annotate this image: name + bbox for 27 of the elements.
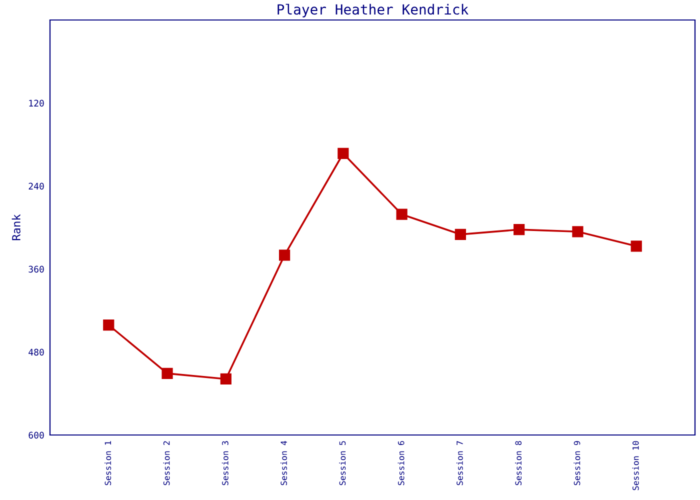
y-axis-title: Rank [12, 214, 20, 240]
point [572, 226, 584, 238]
y-tick-label: 240 [28, 182, 44, 190]
x-tick-label: Session 1 [104, 441, 112, 486]
point [514, 224, 525, 236]
x-tick-label: Session 3 [222, 441, 228, 486]
x-tick-label: Session 7 [456, 441, 463, 486]
point [630, 240, 642, 252]
point [278, 250, 290, 261]
chart-title: Player Heather Kendrick [278, 4, 468, 18]
y-tick-label: 480 [28, 348, 44, 356]
x-tick-label: Session 2 [163, 441, 170, 486]
point [396, 208, 408, 220]
x-tick-label: Session 5 [339, 441, 346, 486]
x-tick-label: Session 4 [280, 440, 287, 486]
y-tick-label: 120 [29, 100, 44, 107]
x-tick-label: Session 9 [574, 441, 580, 486]
y-tick-label: 600 [28, 432, 44, 439]
x-tick-label: Session 6 [398, 441, 404, 486]
point [162, 368, 173, 379]
x-tick-label: Session 10 [632, 441, 639, 490]
point [103, 319, 114, 331]
y-tick-label: 360 [28, 266, 44, 273]
point [454, 228, 466, 240]
x-tick-label: Session 8 [515, 441, 522, 486]
point [338, 148, 349, 160]
point [220, 373, 232, 385]
